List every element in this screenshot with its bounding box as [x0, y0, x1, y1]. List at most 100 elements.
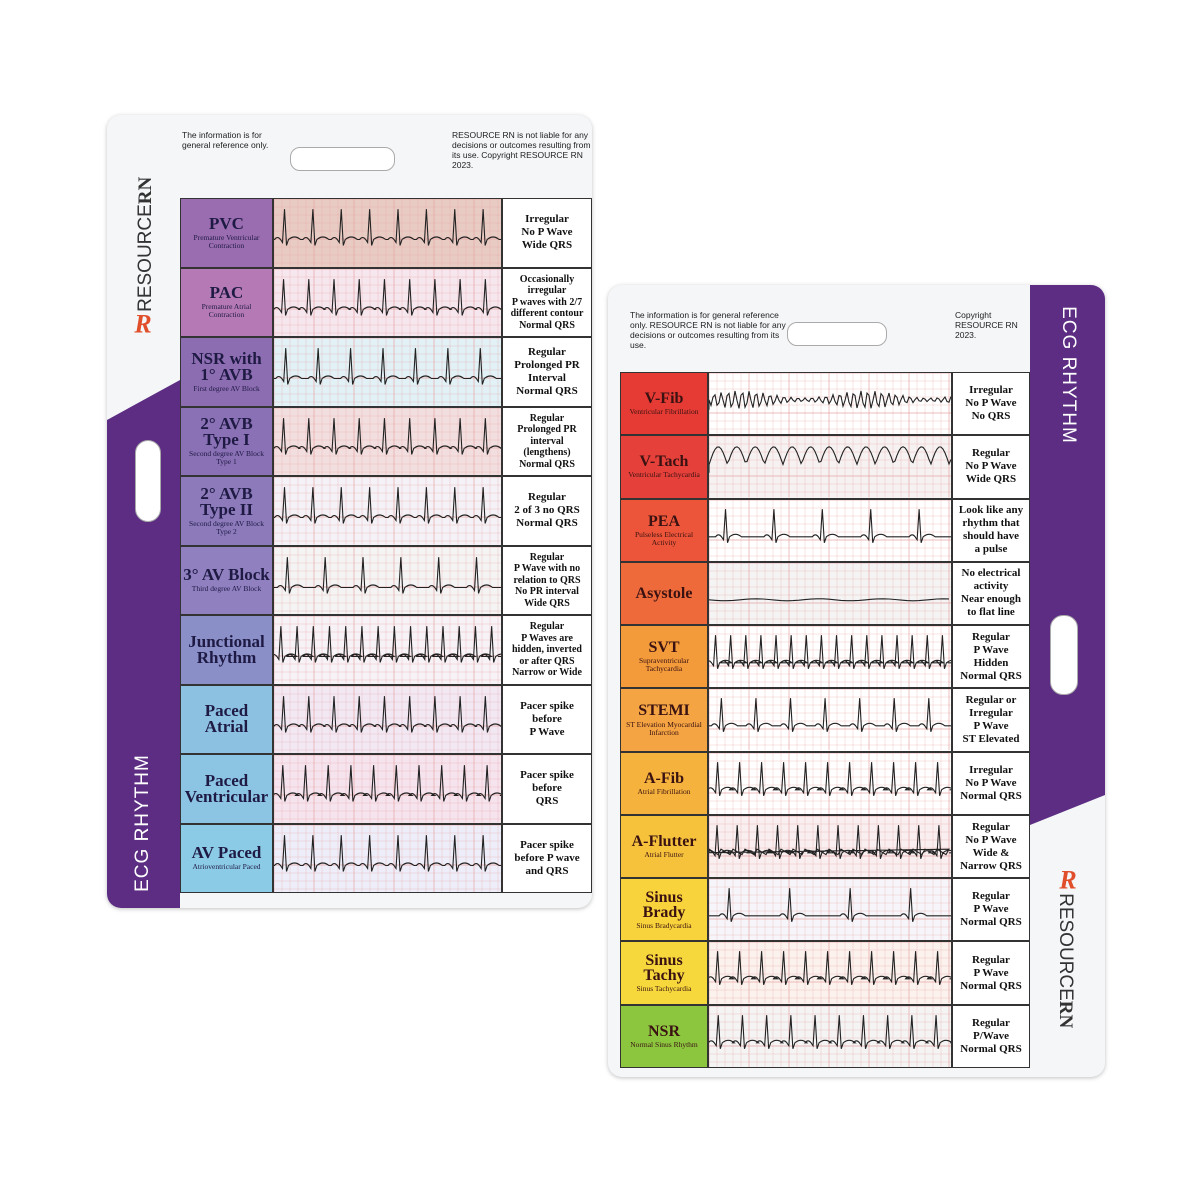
rhythm-subtitle: Atrial Fibrillation: [637, 786, 691, 796]
brand-suffix: RN: [1055, 1000, 1076, 1029]
trace: [274, 348, 501, 385]
rhythm-name: V-Tach: [639, 453, 689, 471]
description-line: Irregular: [969, 763, 1013, 776]
description-line: Regular or: [965, 693, 1017, 706]
rhythm-name-cell: V-Tach Ventricular Tachycardia: [620, 435, 708, 499]
description-line: No electrical: [961, 567, 1021, 580]
description-line: or after QRS: [519, 655, 575, 667]
description-line: Regular: [529, 551, 565, 563]
ecg-trace: [274, 199, 501, 267]
trace: [709, 1014, 951, 1049]
ecg-trace: [709, 815, 951, 878]
trace: [274, 834, 501, 872]
side-label: ECG RHYTHM: [132, 754, 153, 892]
rhythm-name: 2° AVB Type II: [199, 483, 254, 519]
disclaimer-left: The information is for general reference…: [182, 130, 269, 150]
description-line: Prolonged PR: [514, 358, 580, 371]
description-cell: Regular P Wave with no relation to QRS No P…: [502, 545, 592, 615]
rhythm-name-cell: Sinus Tachy Sinus Tachycardia: [620, 941, 708, 1005]
description-line: P/Wave: [972, 1029, 1010, 1042]
ecg-trace: [274, 268, 501, 336]
description-line: Regular: [972, 890, 1010, 903]
rhythm-name-cell: V-Fib Ventricular Fibrillation: [620, 372, 708, 436]
rhythm-subtitle: Pulseless Electrical Activity: [634, 529, 694, 547]
ecg-strip: [708, 688, 952, 752]
logo: R: [1059, 865, 1077, 895]
description-line: irregular: [527, 285, 567, 296]
rhythm-subtitle: Atrioventricular Paced: [192, 862, 261, 872]
ecg-strip: [708, 941, 952, 1005]
ecg-trace: [709, 879, 951, 941]
ecg-strip: [708, 561, 952, 626]
description-line: Normal QRS: [516, 517, 578, 530]
rhythm-name: STEMI: [638, 702, 690, 720]
rhythm-name: PAC: [209, 283, 244, 303]
description-line: Regular: [529, 412, 565, 424]
description-cell: Regular P/Wave Normal QRS: [952, 1004, 1030, 1068]
description-line: interval: [530, 435, 564, 447]
description-line: Near enough: [961, 593, 1021, 606]
description-line: P Wave: [973, 966, 1009, 979]
trace: [709, 446, 951, 474]
rhythm-subtitle: Atrial Flutter: [644, 850, 684, 860]
ecg-strip: [708, 1004, 952, 1068]
description-line: No P Wave: [965, 776, 1017, 789]
rhythm-name: Asystole: [635, 584, 693, 602]
rhythm-name: Junctional Rhythm: [188, 631, 265, 667]
description-line: Narrow QRS: [960, 859, 1022, 872]
description-cell: Regular 2 of 3 no QRS Normal QRS: [502, 476, 592, 546]
description-line: P waves with 2/7: [511, 296, 583, 308]
brand-suffix: RN: [135, 176, 156, 205]
disclaimer-right: RESOURCE RN is not liable for any decisi…: [452, 130, 591, 170]
description-line: No P Wave: [965, 833, 1017, 846]
rhythm-name: V-Fib: [644, 390, 684, 408]
description-line: Pacer spike: [520, 699, 574, 712]
description-line: Normal QRS: [960, 789, 1022, 802]
rhythm-subtitle: Normal Sinus Rhythm: [630, 1039, 698, 1049]
description-cell: Regular P Waves are hidden, inverted or aft…: [502, 615, 592, 685]
description-cell: Regular No P Wave Wide & Narrow QRS: [952, 814, 1030, 879]
ecg-trace: [709, 942, 951, 1004]
trace: [274, 765, 501, 802]
rhythm-subtitle: Second degree AV Block Type 2: [189, 518, 264, 536]
rhythm-subtitle: Sinus Bradycardia: [636, 920, 692, 930]
rhythm-name-cell: A-Flutter Atrial Flutter: [620, 814, 708, 879]
description-line: Regular: [972, 820, 1010, 833]
description-line: activity: [973, 580, 1009, 593]
trace: [709, 825, 951, 859]
description-line: No P Wave: [965, 397, 1017, 410]
description-line: Prolonged PR: [517, 424, 577, 435]
description-cell: Pacer spike before P wave and QRS: [502, 823, 592, 893]
rhythm-name: A-Flutter: [631, 832, 697, 850]
rhythm-name-cell: Junctional Rhythm: [180, 615, 273, 685]
description-line: Irregular: [525, 213, 569, 226]
card: The information is for general reference…: [608, 285, 1105, 1077]
description-cell: Regular or Irregular P Wave ST Elevated: [952, 688, 1030, 752]
description-cell: Regular P Wave Normal QRS: [952, 878, 1030, 942]
ecg-strip: [708, 814, 952, 879]
rhythm-name-cell: AV Paced Atrioventricular Paced: [180, 823, 273, 893]
description-line: Normal QRS: [519, 319, 575, 331]
description-line: No P Wave: [521, 226, 573, 239]
ecg-strip: [708, 372, 952, 436]
ecg-trace: [709, 562, 951, 625]
description-line: Irregular: [969, 706, 1013, 719]
rhythm-name-cell: STEMI ST Elevation Myocardial Infarction: [620, 688, 708, 752]
description-line: Normal QRS: [960, 1042, 1022, 1055]
description-cell: Pacer spike before P Wave: [502, 684, 592, 754]
description-line: Wide &: [972, 846, 1010, 859]
description-line: No PR interval: [515, 586, 579, 597]
rhythm-subtitle: Third degree AV Block: [191, 584, 262, 594]
description-line: Regular: [972, 1016, 1010, 1029]
description-cell: Irregular No P Wave No QRS: [952, 372, 1030, 436]
rhythm-name-cell: A-Fib Atrial Fibrillation: [620, 751, 708, 815]
rhythm-name: A-Fib: [644, 769, 684, 787]
description-line: QRS: [535, 795, 559, 808]
slot: [135, 440, 161, 522]
rhythm-subtitle: Premature Ventricular Contraction: [193, 232, 260, 250]
description-line: (lengthens): [523, 447, 571, 458]
ecg-trace: [274, 616, 501, 684]
description-line: Occasionally: [519, 273, 575, 285]
ecg-strip: [273, 476, 502, 546]
description-line: Regular: [972, 953, 1010, 966]
